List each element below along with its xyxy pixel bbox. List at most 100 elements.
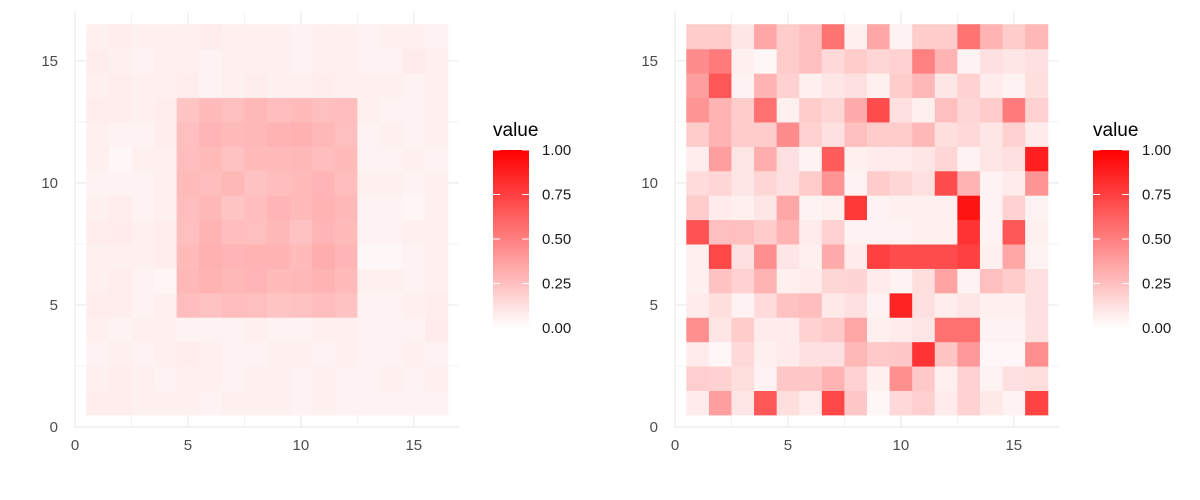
heatmap-cell xyxy=(708,48,733,74)
heatmap-cell xyxy=(799,195,823,221)
heatmap-cell xyxy=(131,121,155,147)
heatmap-cell xyxy=(979,170,1004,196)
heatmap-cell xyxy=(199,390,223,416)
heatmap-cell xyxy=(131,292,155,318)
heatmap-cell xyxy=(334,268,358,294)
heatmap-cell xyxy=(844,390,868,416)
heatmap-cell xyxy=(867,73,891,99)
heatmap-tiles xyxy=(686,24,1049,416)
heatmap-cell xyxy=(1025,195,1049,221)
heatmap-cell xyxy=(131,48,155,74)
heatmap-cell xyxy=(754,195,778,221)
heatmap-panel-2: 0 5 10 15 0 5 10 15 value 0.00 0.25 0.50 0.75 1.00 xyxy=(641,12,1171,454)
heatmap-cell xyxy=(199,195,223,221)
heatmap-cell xyxy=(731,73,755,99)
heatmap-cell xyxy=(154,365,178,391)
heatmap-cell xyxy=(221,219,246,245)
heatmap-cell xyxy=(912,243,936,269)
heatmap-cell xyxy=(1002,365,1026,391)
heatmap-cell xyxy=(979,390,1004,416)
heatmap-cell xyxy=(221,97,246,123)
heatmap-cell xyxy=(86,73,110,99)
heatmap-cell xyxy=(889,219,913,245)
heatmap-cell xyxy=(357,317,381,343)
x-tick-label: 15 xyxy=(405,437,422,454)
heatmap-cell xyxy=(357,365,381,391)
heatmap-cell xyxy=(86,24,110,50)
y-tick-label: 0 xyxy=(50,419,58,436)
heatmap-cell xyxy=(131,268,155,294)
heatmap-cell xyxy=(708,243,733,269)
heatmap-cell xyxy=(312,219,336,245)
heatmap-cell xyxy=(244,146,268,172)
heatmap-cell xyxy=(1025,48,1049,74)
heatmap-cell xyxy=(799,24,823,50)
heatmap-cell xyxy=(912,97,936,123)
heatmap-cell xyxy=(379,24,404,50)
heatmap-cell xyxy=(108,170,133,196)
heatmap-cell xyxy=(244,97,268,123)
heatmap-cell xyxy=(86,268,110,294)
heatmap-cell xyxy=(934,170,958,196)
heatmap-cell xyxy=(867,97,891,123)
heatmap-cell xyxy=(289,390,313,416)
heatmap-cell xyxy=(267,195,291,221)
heatmap-cell xyxy=(979,243,1004,269)
heatmap-cell xyxy=(799,243,823,269)
heatmap-cell xyxy=(425,73,449,99)
heatmap-cell xyxy=(957,170,981,196)
heatmap-cell xyxy=(176,390,200,416)
heatmap-cell xyxy=(912,390,936,416)
heatmap-cell xyxy=(334,219,358,245)
heatmap-cell xyxy=(108,219,133,245)
heatmap-cell xyxy=(357,243,381,269)
heatmap-cell xyxy=(289,170,313,196)
heatmap-cell xyxy=(867,219,891,245)
heatmap-cell xyxy=(154,268,178,294)
heatmap-cell xyxy=(912,48,936,74)
heatmap-cell xyxy=(289,121,313,147)
heatmap-cell xyxy=(754,365,778,391)
heatmap-cell xyxy=(889,121,913,147)
heatmap-cell xyxy=(402,48,426,74)
heatmap-cell xyxy=(686,292,710,318)
heatmap-cell xyxy=(1025,268,1049,294)
heatmap-cell xyxy=(686,97,710,123)
heatmap-cell xyxy=(312,317,336,343)
heatmap-cell xyxy=(754,170,778,196)
heatmap-cell xyxy=(776,219,800,245)
heatmap-cell xyxy=(425,243,449,269)
heatmap-cell xyxy=(1025,73,1049,99)
heatmap-cell xyxy=(686,365,710,391)
heatmap-cell xyxy=(889,365,913,391)
heatmap-cell xyxy=(108,341,133,367)
heatmap-cell xyxy=(289,146,313,172)
heatmap-cell xyxy=(176,219,200,245)
legend-tick-label: 0.25 xyxy=(542,276,571,293)
heatmap-cell xyxy=(708,341,733,367)
heatmap-cell xyxy=(1025,317,1049,343)
heatmap-cell xyxy=(957,292,981,318)
heatmap-cell xyxy=(379,243,404,269)
heatmap-cell xyxy=(957,146,981,172)
heatmap-cell xyxy=(176,317,200,343)
heatmap-cell xyxy=(979,121,1004,147)
heatmap-cell xyxy=(731,390,755,416)
heatmap-cell xyxy=(199,292,223,318)
heatmap-cell xyxy=(267,97,291,123)
heatmap-cell xyxy=(221,48,246,74)
heatmap-cell xyxy=(379,195,404,221)
heatmap-cell xyxy=(799,268,823,294)
heatmap-cell xyxy=(108,195,133,221)
heatmap-cell xyxy=(708,268,733,294)
heatmap-cell xyxy=(776,341,800,367)
heatmap-cell xyxy=(821,365,846,391)
heatmap-cell xyxy=(402,317,426,343)
heatmap-cell xyxy=(844,317,868,343)
heatmap-cell xyxy=(357,390,381,416)
heatmap-cell xyxy=(731,170,755,196)
heatmap-cell xyxy=(979,146,1004,172)
heatmap-cell xyxy=(154,170,178,196)
heatmap-cell xyxy=(379,268,404,294)
heatmap-cell xyxy=(1025,292,1049,318)
